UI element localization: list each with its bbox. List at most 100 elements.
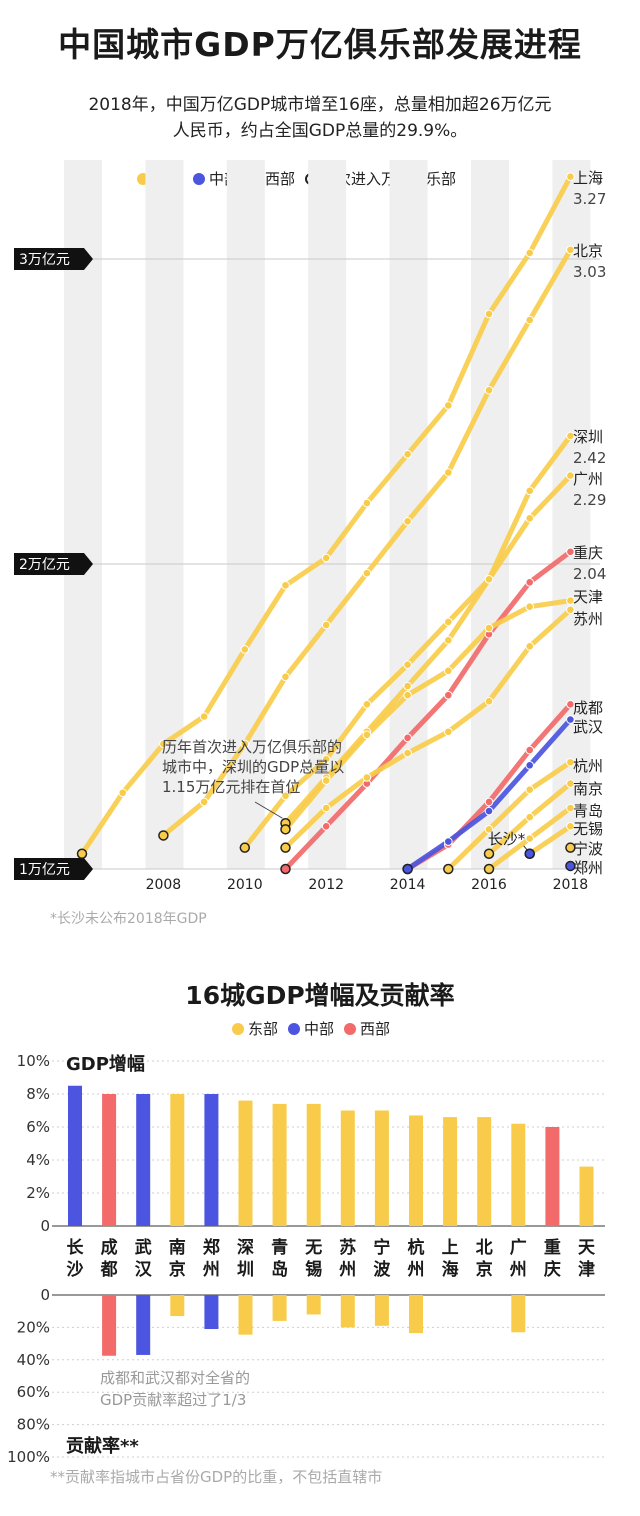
contribution-bar-6 — [272, 1295, 287, 1321]
series-value-1: 3.03 — [573, 263, 606, 281]
growth-bar-2 — [136, 1094, 151, 1226]
legend-central-dot — [193, 172, 206, 185]
category-label-9-0: 宁 — [373, 1237, 390, 1258]
series-point-1-2018 — [566, 245, 575, 255]
category-label-9-1: 波 — [373, 1259, 391, 1280]
series-point-6-2012 — [321, 803, 331, 813]
series-label-8: 武汉 — [573, 718, 603, 736]
series-point-7-2018 — [566, 700, 575, 709]
series-line-6 — [283, 607, 573, 851]
contribution-tick-label-2: 40% — [17, 1351, 50, 1369]
series-label-0: 上海 — [573, 169, 603, 187]
category-label-8-0: 苏 — [339, 1237, 356, 1258]
category-label-14-1: 庆 — [544, 1259, 561, 1280]
series-label-1: 北京 — [573, 242, 603, 260]
series-point-1-2015 — [444, 468, 453, 477]
series-point-1-2008 — [158, 830, 169, 841]
series-point-4-2011 — [280, 863, 291, 875]
contribution-axis-label: 贡献率** — [66, 1435, 139, 1457]
annotation-line-1: 城市中，深圳的GDP总量以 — [162, 758, 344, 776]
category-label-0-0: 长 — [67, 1237, 85, 1258]
chart1-footnote: *长沙未公布2018年GDP — [50, 911, 207, 927]
category-label-4-0: 郑 — [203, 1237, 220, 1258]
series-point-1-2012 — [321, 620, 331, 630]
series-label-3: 广州 — [573, 470, 603, 488]
series-point-11-2017 — [525, 834, 535, 843]
category-label-2-0: 武 — [135, 1237, 152, 1258]
series-label-14: 郑州 — [573, 859, 603, 877]
category-label-13-1: 州 — [509, 1260, 527, 1280]
growth-tick-label-0: 0 — [40, 1217, 50, 1235]
series-point-5-2018 — [566, 596, 575, 605]
series-point-2-2017 — [525, 486, 535, 496]
category-label-7-0: 无 — [304, 1238, 322, 1258]
series-point-3-2011 — [281, 791, 290, 801]
growth-bar-12 — [477, 1117, 492, 1226]
series-point-0-2011 — [281, 581, 290, 590]
series-label-7: 成都 — [573, 699, 603, 717]
series-point-0-2012 — [321, 553, 331, 563]
category-label-6-1: 岛 — [271, 1259, 288, 1280]
series-point-5-2016 — [484, 623, 494, 633]
series-point-6-2014 — [403, 748, 412, 758]
contribution-bar-4 — [204, 1295, 219, 1330]
category-label-3-1: 京 — [169, 1259, 186, 1280]
x-tick-label-2008: 2008 — [146, 877, 182, 893]
series-point-6-2015 — [444, 727, 453, 737]
series-label-6: 苏州 — [573, 610, 603, 628]
contribution-bar-9 — [374, 1295, 389, 1326]
subtitle-line-2: 人民币，约占全国GDP总量的29.9%。 — [172, 121, 468, 141]
growth-bar-9 — [374, 1110, 389, 1226]
series-value-3: 2.29 — [573, 491, 606, 509]
year-band-2018 — [552, 160, 591, 869]
contribution-bar-10 — [409, 1295, 423, 1334]
series-value-0: 3.27 — [573, 190, 606, 208]
series-point-10-2018 — [566, 779, 575, 788]
contribution-tick-label-1: 20% — [17, 1318, 50, 1336]
series-point-9-2018 — [566, 757, 575, 767]
category-label-5-0: 深 — [237, 1237, 254, 1258]
bar-annotation-line-0: 成都和武汉都对全省的 — [100, 1369, 250, 1387]
series-point-2-2014 — [403, 681, 412, 691]
contribution-bar-8 — [340, 1295, 355, 1328]
series-point-5-2015 — [444, 666, 453, 676]
series-point-1-2017 — [525, 315, 535, 325]
series-point-6-2016 — [484, 696, 494, 706]
series-point-7-2016 — [484, 797, 494, 807]
series-point-15-2017 — [524, 848, 535, 859]
series-point-8-2014 — [402, 863, 413, 875]
category-label-3-0: 南 — [169, 1237, 186, 1258]
series-point-8-2016 — [484, 806, 494, 816]
series-point-5-2017 — [525, 602, 535, 612]
legend2-central: 中部 — [288, 1018, 334, 1039]
annotation-line-2: 1.15万亿元排在首位 — [162, 778, 300, 796]
year-band-2010 — [226, 160, 265, 869]
category-label-6-0: 青 — [271, 1237, 288, 1258]
y-tick-badge-2 — [14, 553, 93, 575]
series-point-13-2018 — [565, 842, 576, 853]
series-point-0-2006 — [76, 848, 88, 859]
series-label-5: 天津 — [573, 588, 603, 606]
category-label-11-1: 海 — [442, 1259, 459, 1280]
growth-bar-3 — [170, 1094, 185, 1226]
category-label-12-1: 京 — [476, 1259, 493, 1280]
category-label-0-1: 沙 — [67, 1260, 84, 1280]
series-point-3-2018 — [566, 471, 575, 480]
series-point-6-2011 — [280, 842, 291, 853]
series-point-5-2014 — [403, 690, 412, 700]
series-point-8-2017 — [525, 761, 535, 770]
y-tick-label-3: 3万亿元 — [19, 252, 70, 268]
legend-regions-bottom: 东部 中部 西部 — [232, 1018, 400, 1039]
legend2-west: 西部 — [344, 1018, 390, 1039]
contribution-bar-1 — [102, 1295, 117, 1356]
series-point-0-2009 — [199, 712, 209, 721]
series-point-1-2010 — [240, 739, 250, 749]
gdp-line-chart: 1万亿元 2万亿元 3万亿元 2008 2010 2012 2014 2016 2018 上海 3.… — [14, 160, 606, 893]
series-point-2-2015 — [444, 635, 453, 645]
series-point-0-2014 — [403, 449, 412, 459]
series-point-0-2013 — [362, 498, 372, 508]
series-value-2: 2.42 — [573, 449, 606, 467]
category-label-5-1: 圳 — [237, 1260, 254, 1280]
legend2-west-label: 西部 — [360, 1020, 391, 1038]
series-point-3-2012 — [321, 754, 331, 764]
